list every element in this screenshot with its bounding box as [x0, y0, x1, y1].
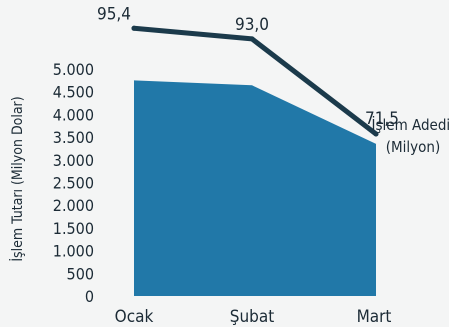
x-tick-label: Şubat [230, 307, 274, 327]
line-point-Şubat [249, 36, 255, 42]
line-series-name-line-1: İşlem Adedi [372, 115, 449, 134]
y-tick-label: 1.500 [53, 219, 94, 238]
line-series-name-line-2: (Milyon) [386, 138, 440, 156]
y-tick-label: 2.000 [53, 196, 94, 215]
y-tick-label: 500 [67, 264, 94, 283]
y-tick-label: 4.000 [53, 105, 94, 124]
y-axis-title: İşlem Tutarı (Milyon Dolar) [8, 96, 26, 261]
y-tick-label: 1.000 [53, 242, 94, 261]
x-tick-labels: Ocak Şubat Mart [115, 307, 392, 327]
y-tick-labels: 0 500 1.000 1.500 2.000 2.500 3.000 3.500 4.000 4… [53, 60, 94, 306]
area-series-fill [134, 80, 376, 297]
data-labels: 95,4 93,0 71,5 [97, 4, 399, 129]
line-data-label: 71,5 [365, 109, 399, 129]
x-tick-label: Mart [357, 307, 392, 327]
line-point-Ocak [131, 25, 137, 31]
x-tick-label: Ocak [115, 307, 154, 327]
y-tick-label: 3.500 [53, 128, 94, 147]
y-tick-label: 3.000 [53, 151, 94, 170]
y-tick-label: 5.000 [53, 60, 94, 79]
line-data-label: 93,0 [235, 15, 269, 35]
line-point-Mart [373, 131, 379, 137]
y-tick-label: 4.500 [53, 83, 94, 102]
line-layer [131, 25, 379, 137]
y-tick-label: 2.500 [53, 174, 94, 193]
area-layer [133, 80, 377, 297]
line-data-label: 95,4 [97, 4, 131, 24]
y-tick-label: 0 [85, 287, 94, 306]
line-series-name: İşlem Adedi (Milyon) [372, 115, 449, 156]
